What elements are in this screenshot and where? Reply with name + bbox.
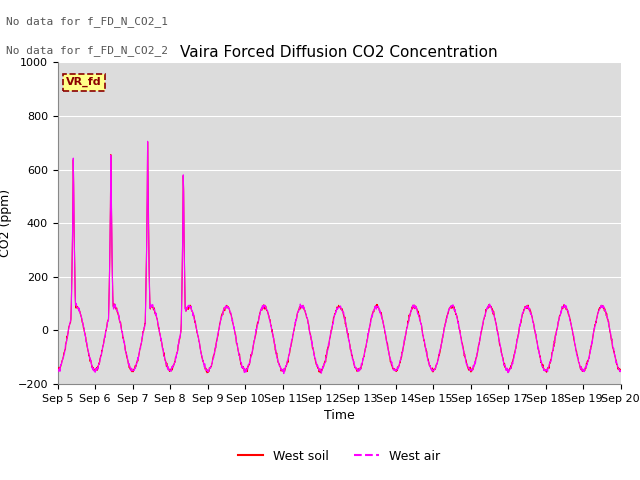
Text: No data for f_FD_N_CO2_1: No data for f_FD_N_CO2_1: [6, 16, 168, 27]
Y-axis label: CO2 (ppm): CO2 (ppm): [0, 189, 12, 257]
X-axis label: Time: Time: [324, 409, 355, 422]
Title: Vaira Forced Diffusion CO2 Concentration: Vaira Forced Diffusion CO2 Concentration: [180, 45, 498, 60]
Legend: West soil, West air: West soil, West air: [233, 445, 445, 468]
Text: No data for f_FD_N_CO2_2: No data for f_FD_N_CO2_2: [6, 45, 168, 56]
Text: VR_fd: VR_fd: [66, 77, 102, 87]
